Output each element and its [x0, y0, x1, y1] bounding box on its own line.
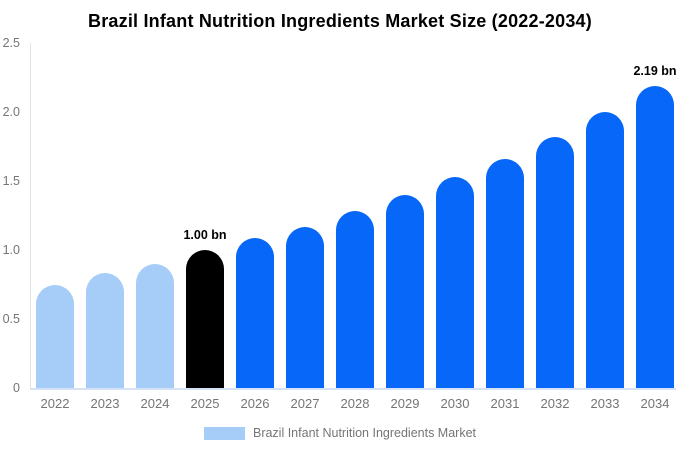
bar-2024[interactable] [136, 263, 174, 388]
x-axis-label-2032: 2032 [540, 396, 570, 411]
data-label-2034: 2.19 bn [633, 63, 677, 78]
y-axis-tick-2.0: 2.0 [2, 104, 20, 119]
bar-2028[interactable] [336, 211, 374, 388]
x-axis-label-2024: 2024 [140, 396, 170, 411]
legend-label: Brazil Infant Nutrition Ingredients Mark… [252, 426, 477, 440]
x-axis-label-2022: 2022 [40, 396, 70, 411]
bar-2023[interactable] [86, 273, 124, 388]
y-axis-tick-2.5: 2.5 [2, 35, 20, 50]
y-axis-tick-1.5: 1.5 [2, 173, 20, 188]
legend-swatch-icon [203, 426, 245, 440]
legend[interactable]: Brazil Infant Nutrition Ingredients Mark… [0, 426, 680, 440]
data-label-2025: 1.00 bn [183, 228, 227, 242]
bar-2034[interactable] [636, 85, 674, 388]
bar-2033[interactable] [586, 112, 624, 388]
bar-2025[interactable] [186, 250, 224, 388]
x-axis-label-2031: 2031 [490, 396, 520, 411]
x-axis-label-2026: 2026 [240, 396, 270, 411]
x-axis-label-2029: 2029 [390, 396, 420, 411]
bar-2027[interactable] [286, 226, 324, 388]
y-axis-tick-0: 0 [13, 380, 20, 395]
bar-2029[interactable] [386, 194, 424, 388]
x-axis-label-2023: 2023 [90, 396, 120, 411]
bar-2032[interactable] [536, 136, 574, 388]
x-axis-label-2027: 2027 [290, 396, 320, 411]
bar-2031[interactable] [486, 158, 524, 388]
x-axis-label-2033: 2033 [590, 396, 620, 411]
y-axis-line [30, 43, 31, 388]
bar-2030[interactable] [436, 176, 474, 388]
bar-2022[interactable] [36, 284, 74, 388]
x-axis-line [30, 388, 676, 390]
x-axis-label-2034: 2034 [640, 396, 670, 411]
chart-title: Brazil Infant Nutrition Ingredients Mark… [88, 11, 592, 31]
bar-2026[interactable] [236, 237, 274, 388]
y-axis-tick-1.0: 1.0 [2, 242, 20, 257]
y-axis-tick-0.5: 0.5 [2, 311, 20, 326]
x-axis-label-2030: 2030 [440, 396, 470, 411]
x-axis-label-2025: 2025 [190, 396, 220, 411]
x-axis-label-2028: 2028 [340, 396, 370, 411]
